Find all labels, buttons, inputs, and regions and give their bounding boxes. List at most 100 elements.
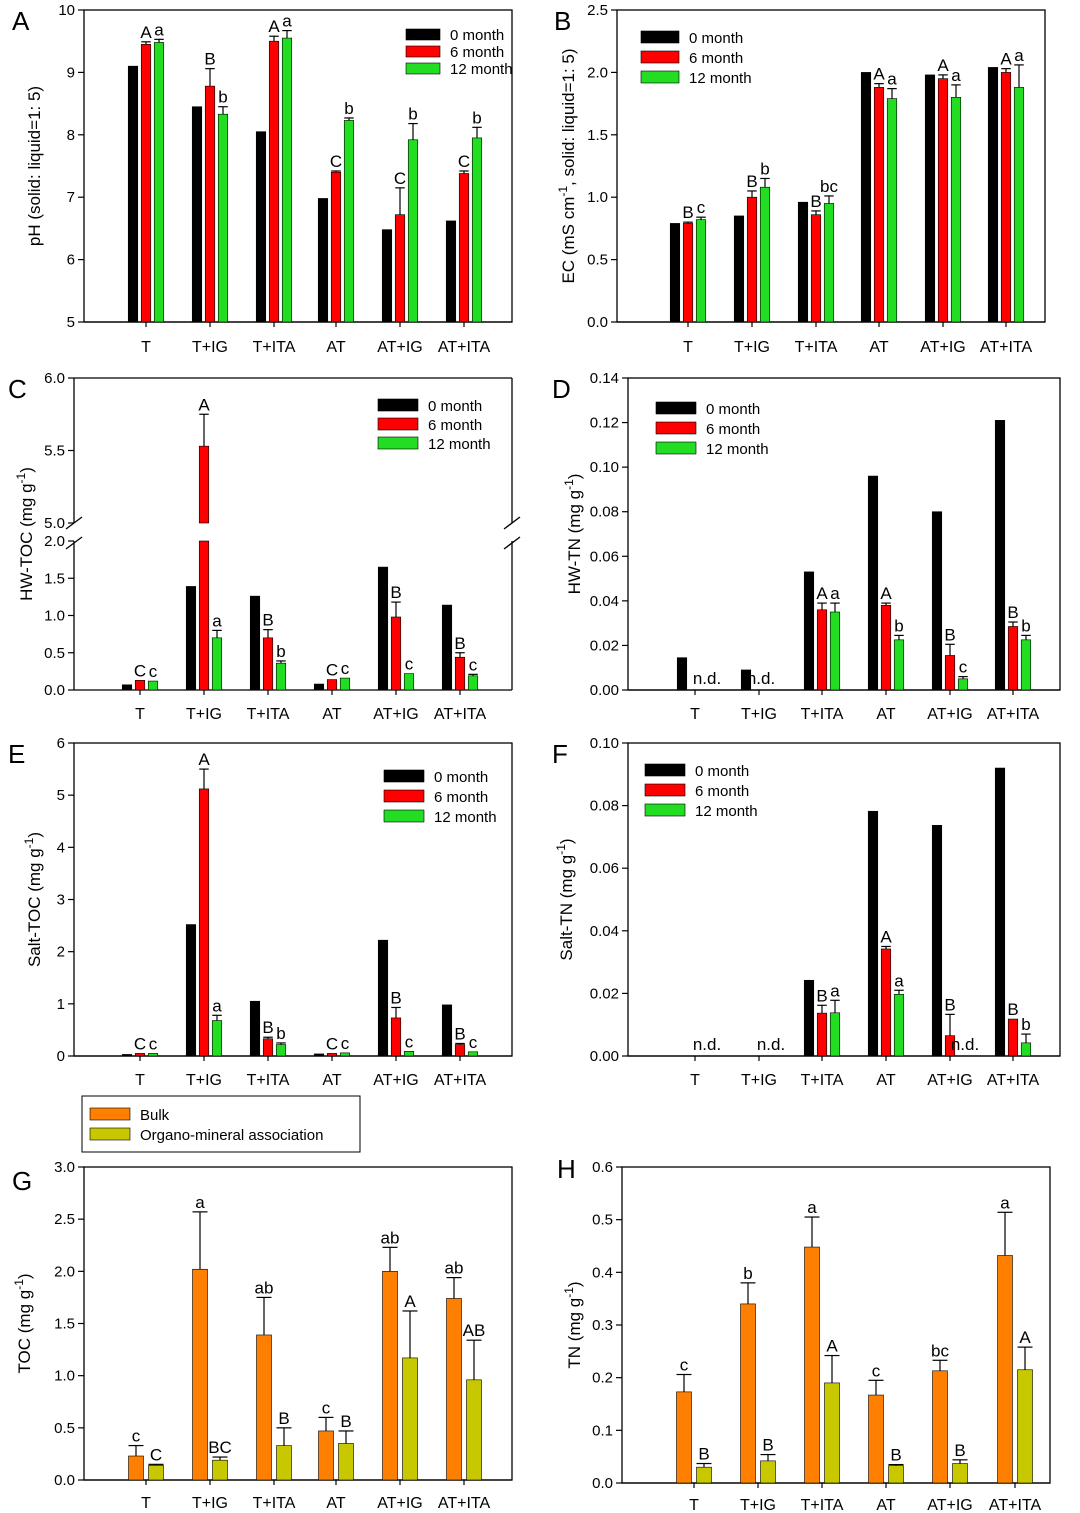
y-axis-title: EC (mS cm-1, solid: liquid=1: 5): [556, 48, 578, 283]
y-tick-label: 6: [57, 735, 65, 752]
bar: [682, 223, 694, 323]
bar: [696, 1466, 712, 1484]
bar: [403, 1051, 415, 1057]
significance-label: c: [405, 655, 414, 674]
legend-label: Bulk: [140, 1107, 170, 1124]
bar: [695, 219, 707, 323]
significance-label: AB: [463, 1321, 486, 1340]
axis-break-mark: [503, 516, 521, 530]
legend-swatch: [377, 436, 419, 450]
bar: [121, 1054, 133, 1057]
not-detected-label: n.d.: [951, 1035, 979, 1054]
y-tick-label: 0.5: [44, 645, 65, 662]
y-tick-label: 0.04: [590, 593, 619, 610]
category-label: T+ITA: [247, 1072, 290, 1089]
significance-label: A: [1019, 1328, 1031, 1347]
y-tick-label: 2: [57, 944, 65, 961]
significance-label: ab: [445, 1259, 464, 1278]
significance-label: C: [394, 169, 406, 188]
legend-swatch: [405, 62, 441, 75]
bar: [275, 662, 287, 691]
y-tick-label: 0.4: [592, 1264, 613, 1281]
bar: [204, 85, 216, 323]
y-tick-label: 5: [57, 787, 65, 804]
significance-label: b: [1021, 616, 1030, 635]
significance-label: b: [276, 1024, 285, 1043]
bar: [127, 65, 139, 323]
y-tick-label: 1.5: [587, 127, 608, 144]
legend-swatch: [383, 769, 425, 783]
significance-label: B: [698, 1445, 709, 1464]
bar: [140, 44, 152, 323]
legend-swatch: [405, 28, 441, 41]
category-label: AT+ITA: [987, 706, 1040, 723]
bar: [255, 131, 267, 323]
category-label: T: [135, 706, 145, 723]
significance-label: c: [872, 1361, 881, 1380]
bar: [407, 139, 419, 323]
legend-swatch: [640, 50, 680, 64]
y-tick-label: 0.02: [590, 637, 619, 654]
category-label: AT+ITA: [438, 339, 491, 356]
y-tick-label: 0.08: [590, 504, 619, 521]
bar: [810, 214, 822, 323]
category-label: T: [690, 706, 700, 723]
bar: [382, 1271, 398, 1481]
significance-label: A: [268, 17, 280, 36]
panel-letter: D: [552, 374, 571, 404]
significance-label: c: [322, 1398, 331, 1417]
bar: [441, 604, 453, 691]
bar: [824, 1382, 840, 1484]
bar: [1007, 1018, 1019, 1057]
bar: [318, 1430, 334, 1481]
significance-label: B: [762, 1436, 773, 1455]
significance-label: c: [697, 198, 706, 217]
bar: [931, 825, 943, 1057]
bar: [134, 1053, 146, 1057]
y-tick-label: 0.00: [590, 1048, 619, 1065]
legend-swatch: [89, 1127, 131, 1141]
legend-swatch: [644, 783, 686, 797]
legend-swatch: [640, 70, 680, 84]
legend-swatch: [655, 421, 697, 435]
bar: [281, 37, 293, 323]
legend-swatch: [655, 401, 697, 415]
bar: [343, 120, 355, 323]
y-tick-label: 3: [57, 892, 65, 909]
panel-d: D 0.00 0.02 0.04 0.06 0.08 0.10 0.12 0.14 T T+IG T+…: [552, 370, 1061, 723]
legend-label: 12 month: [689, 70, 752, 87]
bar: [441, 1004, 453, 1057]
bar: [944, 655, 956, 691]
bar: [185, 586, 197, 691]
category-label: T+IG: [740, 1497, 776, 1513]
legend-swatch: [405, 45, 441, 58]
bar: [403, 673, 415, 691]
category-label: AT+ITA: [987, 1072, 1040, 1089]
bar: [873, 87, 885, 323]
y-tick-label: 0.3: [592, 1317, 613, 1334]
bar: [268, 40, 280, 323]
y-tick-label: 5.0: [44, 515, 65, 532]
bar: [313, 1053, 325, 1057]
bar: [454, 1044, 466, 1057]
bar: [467, 1051, 479, 1057]
not-detected-label: n.d.: [747, 669, 775, 688]
y-tick-label: 0.02: [590, 985, 619, 1002]
y-tick-label: 0.5: [587, 252, 608, 269]
bar: [867, 810, 879, 1057]
y-axis-title: TOC (mg g-1): [12, 1273, 34, 1373]
significance-label: C: [326, 1034, 338, 1053]
y-tick-label: 1: [57, 996, 65, 1013]
y-tick-label: 0.0: [587, 314, 608, 331]
bar: [829, 1012, 841, 1057]
bar: [262, 637, 274, 691]
bar: [446, 1298, 462, 1481]
y-tick-label: 0.0: [44, 682, 65, 699]
bar: [868, 1394, 884, 1484]
category-label: AT: [869, 339, 888, 356]
category-label: T: [690, 1072, 700, 1089]
y-tick-label: 6.0: [44, 370, 65, 387]
bar: [390, 1017, 402, 1057]
legend-label: 0 month: [689, 30, 743, 47]
legend-label: 6 month: [695, 783, 749, 800]
